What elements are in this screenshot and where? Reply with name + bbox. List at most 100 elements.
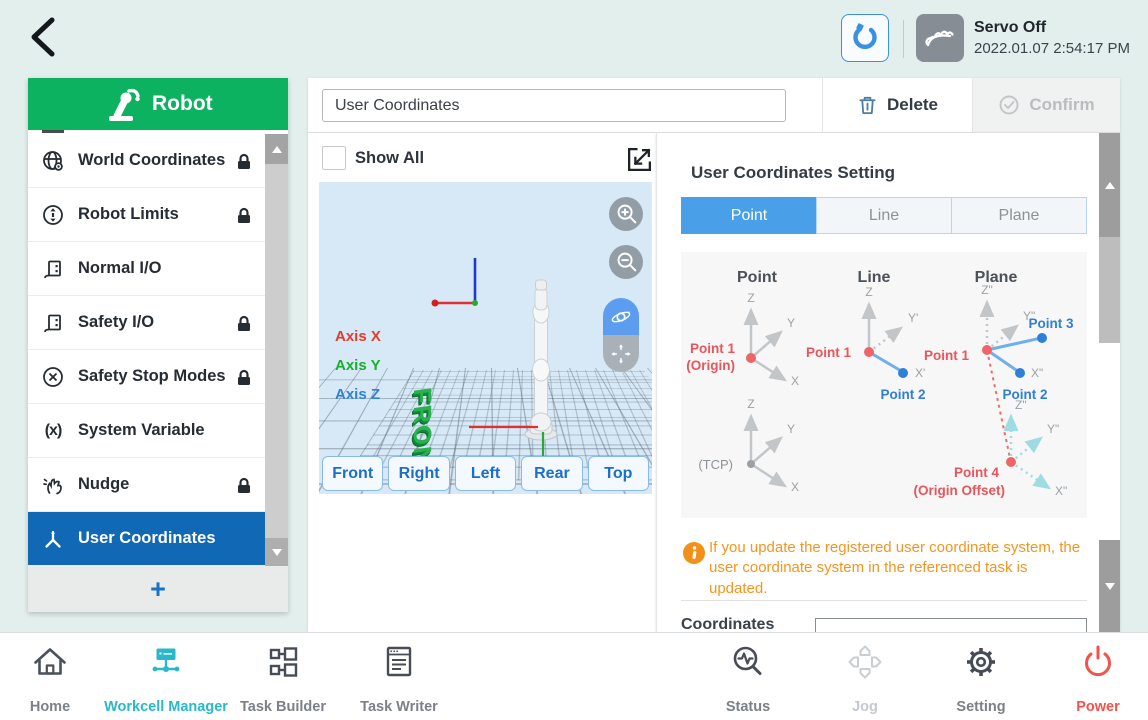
sidebar-item-safety-io[interactable]: Safety I/O	[28, 296, 265, 350]
view-left-button[interactable]: Left	[454, 456, 517, 491]
svg-text:X': X'	[915, 366, 925, 380]
setting-icon	[967, 648, 995, 676]
nav-jog[interactable]: Jog	[800, 643, 930, 715]
scroll-down-button[interactable]	[1099, 540, 1120, 632]
info-note: If you update the registered user coordi…	[681, 538, 1087, 599]
safety-io-icon	[40, 310, 66, 336]
svg-text:X": X"	[1055, 484, 1067, 498]
add-item-button[interactable]: +	[28, 566, 288, 612]
lock-icon	[235, 476, 253, 495]
zoom-in-icon	[617, 204, 637, 224]
servo-status-text: Servo Off	[974, 19, 1047, 36]
hand-icon	[925, 30, 954, 47]
normal-io-icon	[40, 256, 66, 282]
sidebar-item-system-variable[interactable]: (x) System Variable	[28, 404, 265, 458]
nudge-icon	[40, 472, 66, 498]
section-divider	[681, 600, 1087, 601]
svg-text:Point 1: Point 1	[924, 348, 969, 363]
zoom-out-button[interactable]	[609, 245, 643, 279]
robot-3d-viewport[interactable]: Axis X Axis Y Axis Z FRONT Front Right L…	[319, 182, 652, 494]
nav-power[interactable]: Power	[1033, 643, 1148, 715]
task-builder-icon	[269, 647, 298, 677]
back-button[interactable]	[26, 16, 60, 60]
zoom-in-button[interactable]	[609, 197, 643, 231]
nav-home[interactable]: Home	[0, 643, 115, 715]
scrollbar-thumb[interactable]	[1099, 237, 1120, 343]
scroll-up-button[interactable]	[265, 134, 288, 164]
sidebar-header: Robot	[28, 78, 288, 130]
svg-text:Y: Y	[787, 422, 795, 436]
robot-model	[431, 258, 558, 458]
up-triangle-icon	[1105, 181, 1115, 189]
scroll-up-button[interactable]	[1099, 133, 1120, 237]
nav-task-builder[interactable]: Task Builder	[218, 643, 348, 715]
view-rear-button[interactable]: Rear	[521, 456, 583, 491]
tab-line[interactable]: Line	[816, 197, 951, 234]
svg-text:Point 2: Point 2	[880, 387, 925, 402]
tab-plane[interactable]: Plane	[951, 197, 1087, 234]
svg-text:Line: Line	[858, 269, 891, 286]
scroll-down-button[interactable]	[265, 538, 288, 566]
robot-icon	[109, 88, 140, 121]
mode-icon	[853, 23, 877, 49]
view-top-button[interactable]: Top	[587, 456, 650, 491]
delete-button[interactable]: Delete	[822, 78, 972, 132]
trash-icon	[859, 96, 876, 115]
check-circle-icon	[999, 95, 1019, 115]
info-text: If you update the registered user coordi…	[709, 539, 1081, 597]
nav-setting[interactable]: Setting	[916, 643, 1046, 715]
coordinates-field[interactable]	[815, 618, 1087, 632]
axis-y-label: Axis Y	[335, 357, 381, 374]
sidebar-item-normal-io[interactable]: Normal I/O	[28, 242, 265, 296]
mode-button[interactable]	[841, 14, 889, 62]
coordinate-name-input[interactable]	[322, 89, 786, 122]
bottom-navigation: Home Workcell Manager Task Builder Task …	[0, 632, 1148, 720]
rotate-mode-button[interactable]	[603, 298, 639, 335]
view-right-button[interactable]: Right	[388, 456, 450, 491]
user-coordinates-icon	[40, 526, 66, 552]
home-icon	[34, 648, 66, 675]
sidebar-item-safety-stop-modes[interactable]: Safety Stop Modes	[28, 350, 265, 404]
settings-scrollbar[interactable]	[1099, 133, 1120, 632]
sidebar-title: Robot	[152, 92, 213, 115]
topbar-divider	[903, 20, 904, 58]
servo-status-icon	[916, 14, 964, 62]
sidebar-item-robot-limits[interactable]: Robot Limits	[28, 188, 265, 242]
sidebar-scrollbar[interactable]	[265, 134, 288, 566]
svg-text:Y: Y	[787, 316, 795, 330]
svg-text:X": X"	[1031, 366, 1043, 380]
task-writer-icon	[386, 646, 412, 677]
svg-text:Point 1: Point 1	[806, 345, 851, 360]
axis-x-label: Axis X	[335, 328, 381, 345]
sidebar-item-world-coordinates[interactable]: World Coordinates	[28, 134, 265, 188]
sidebar-item-nudge[interactable]: Nudge	[28, 458, 265, 512]
tab-point[interactable]: Point	[681, 197, 816, 234]
sidebar-item-user-coordinates[interactable]: User Coordinates	[28, 512, 265, 566]
nav-workcell-manager[interactable]: Workcell Manager	[101, 643, 231, 715]
nav-status[interactable]: Status	[683, 643, 813, 715]
orbit-icon	[611, 311, 631, 322]
nav-task-writer[interactable]: Task Writer	[334, 643, 464, 715]
back-chevron-icon	[31, 17, 55, 57]
lock-icon	[235, 368, 253, 387]
pan-mode-button[interactable]	[603, 335, 639, 372]
svg-text:Point 3: Point 3	[1028, 316, 1073, 331]
view-front-button[interactable]: Front	[322, 456, 384, 491]
expand-view-button[interactable]	[625, 145, 654, 174]
svg-text:Y': Y'	[908, 311, 918, 325]
svg-text:Y": Y"	[1047, 422, 1059, 436]
sidebar: Robot World Coordinates Robot Limits Nor…	[28, 78, 288, 612]
world-coordinates-icon	[40, 148, 66, 174]
pan-icon	[611, 343, 631, 364]
down-triangle-icon	[1105, 582, 1115, 590]
plus-icon: +	[150, 573, 166, 604]
robot-limits-icon	[40, 202, 66, 228]
confirm-button[interactable]: Confirm	[972, 78, 1120, 132]
svg-text:Z: Z	[747, 291, 754, 305]
jog-icon	[848, 645, 882, 679]
svg-text:X: X	[791, 374, 799, 388]
show-all-checkbox[interactable]	[322, 146, 346, 170]
zoom-out-icon	[617, 252, 637, 272]
system-variable-icon: (x)	[44, 421, 63, 439]
svg-text:(Origin): (Origin)	[686, 358, 735, 373]
